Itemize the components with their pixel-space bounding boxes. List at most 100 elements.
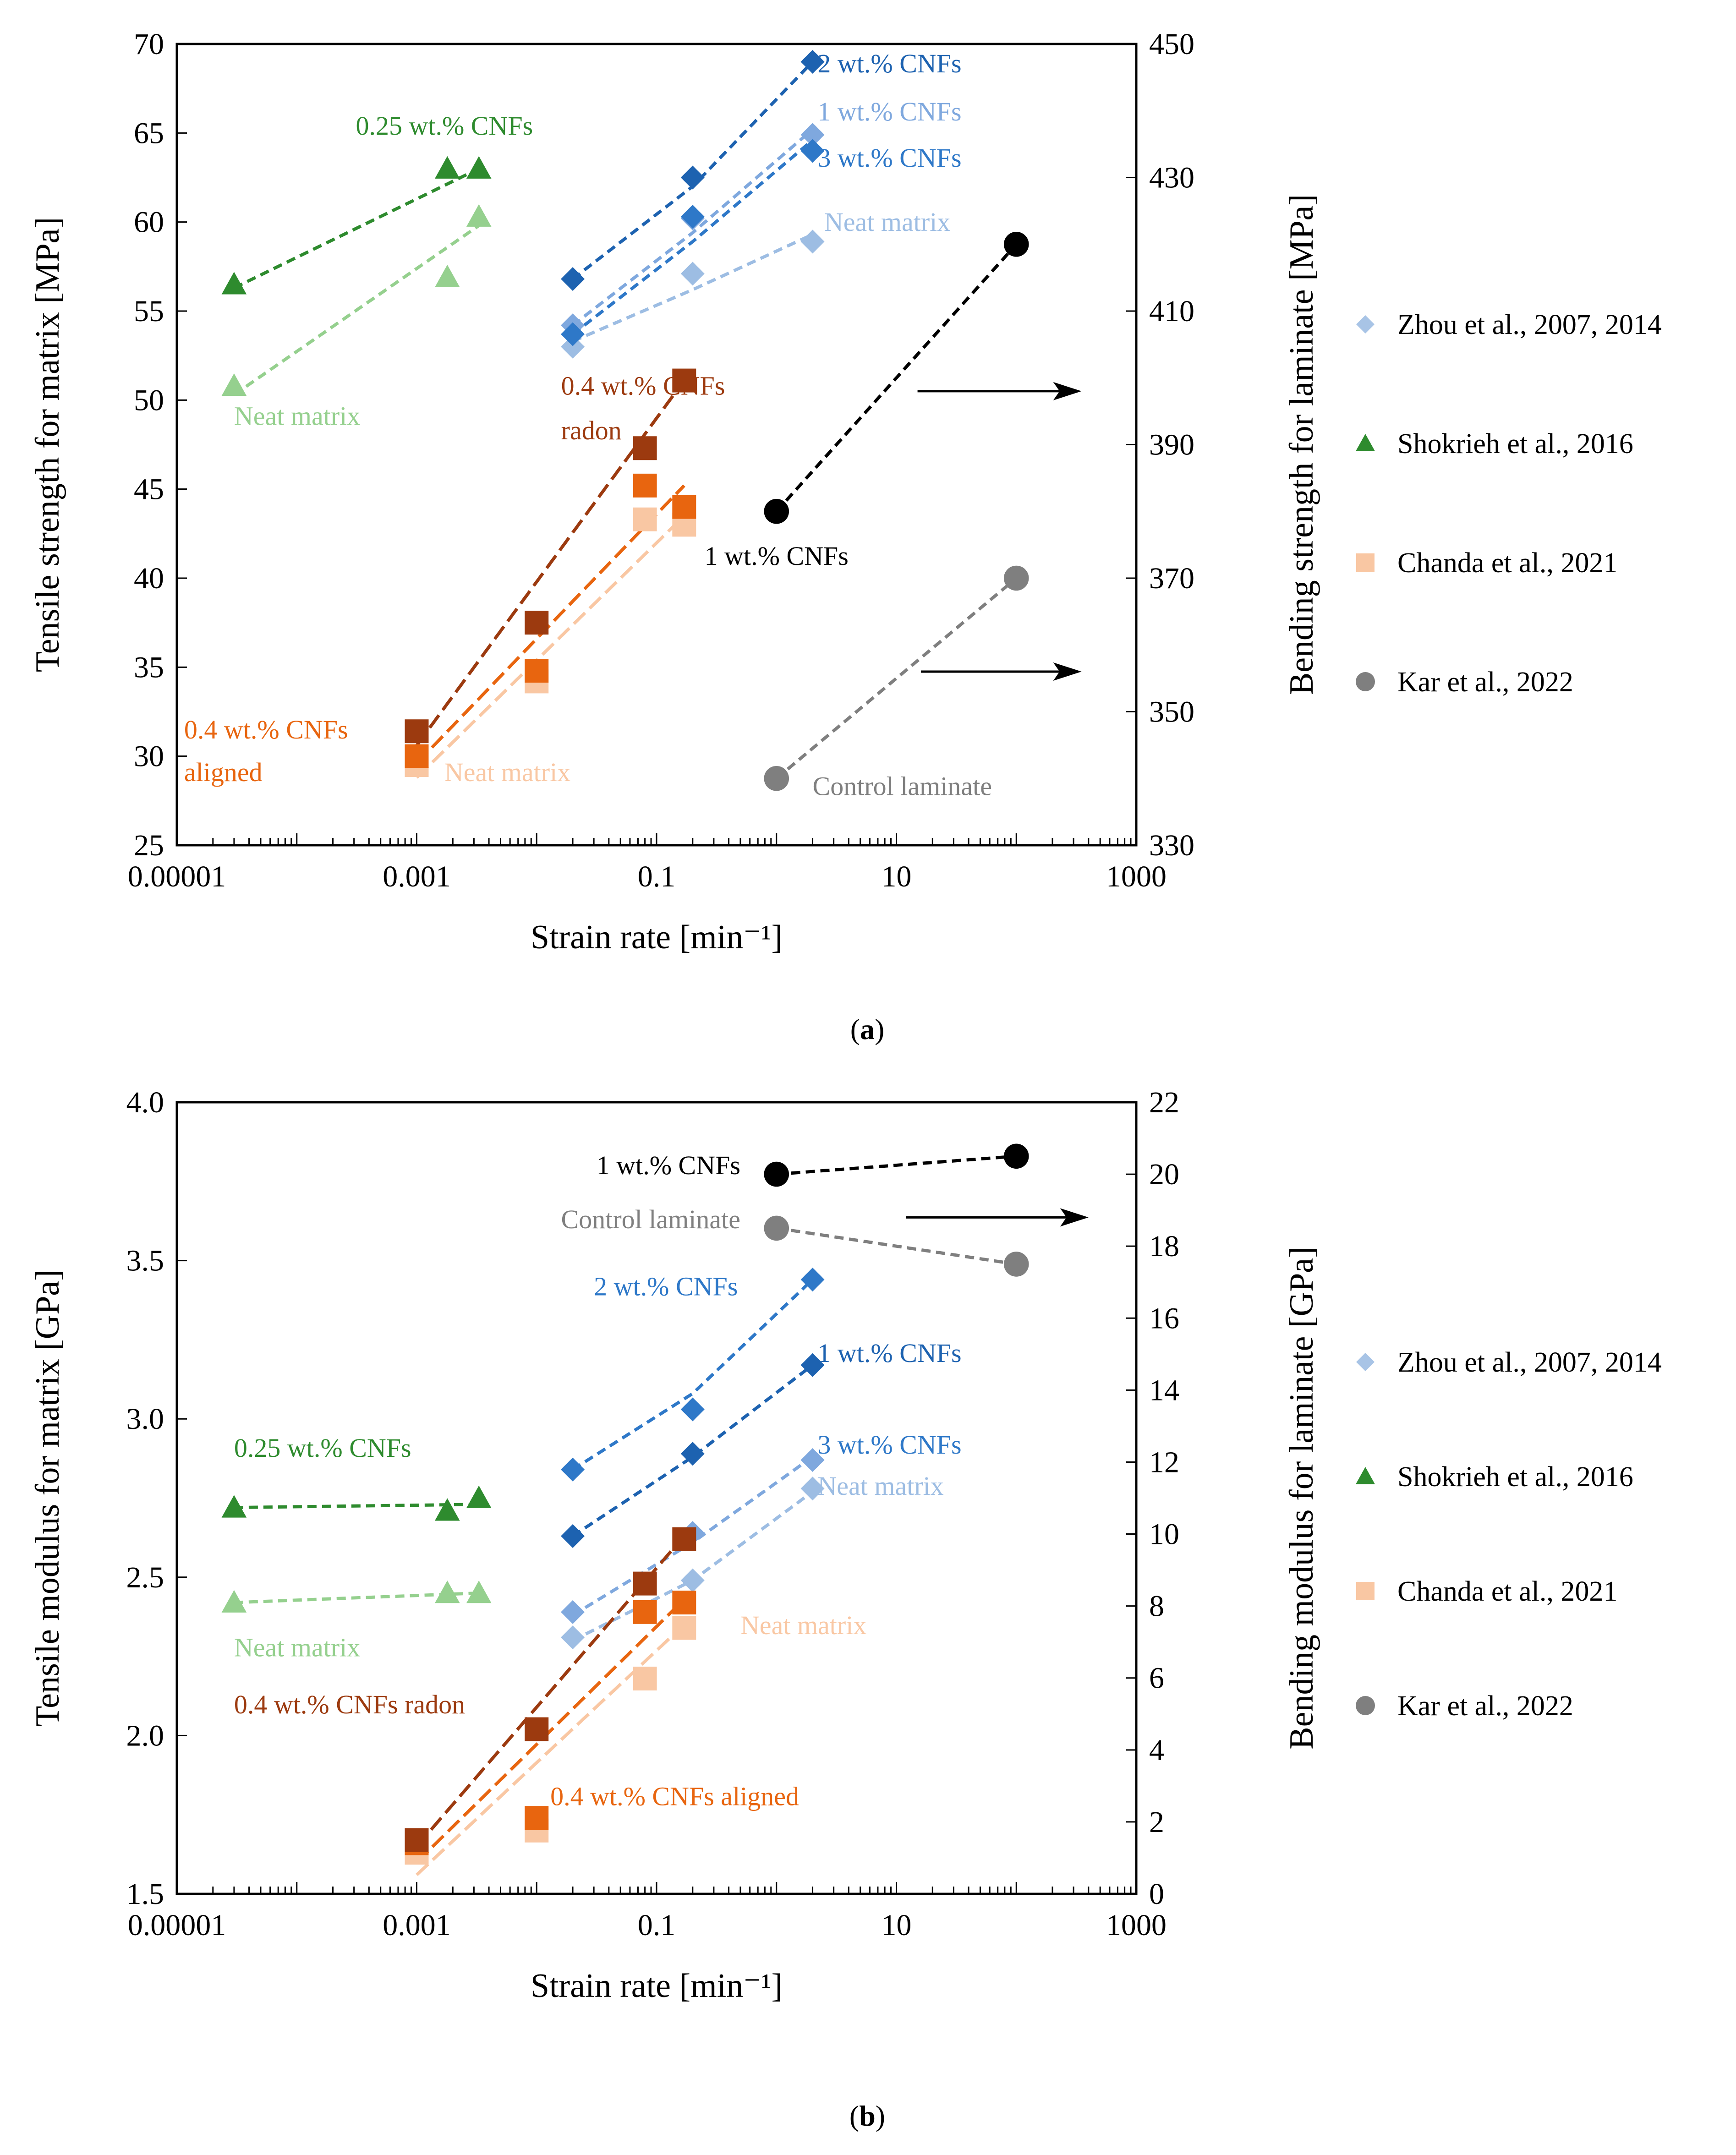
y-left-axis-label: Tensile modulus for matrix [GPa] [29, 1269, 66, 1727]
data-point [633, 507, 657, 531]
series-annotation: 0.25 wt.% CNFs [356, 111, 533, 141]
data-point [800, 1477, 825, 1501]
y-right-tick-label: 10 [1149, 1518, 1179, 1551]
series-annotation: 0.25 wt.% CNFs [234, 1433, 411, 1463]
data-point [764, 1161, 789, 1187]
legend-marker [1356, 1353, 1375, 1371]
y-right-tick-label: 12 [1149, 1445, 1179, 1479]
trend-line [776, 1154, 1017, 1176]
series-annotation: 2 wt.% CNFs [817, 49, 961, 78]
trend-line [416, 1623, 685, 1876]
y-right-axis-label: Bending strength for laminate [MPa] [1283, 194, 1320, 695]
data-point [680, 165, 705, 190]
legend-label: Kar et al., 2022 [1397, 1690, 1573, 1722]
y-left-tick-label: 50 [134, 383, 164, 417]
data-point [405, 1828, 429, 1852]
legend-marker [1356, 672, 1375, 691]
x-tick-label: 0.1 [638, 1909, 676, 1942]
y-right-tick-label: 16 [1149, 1302, 1179, 1335]
trend-line [415, 484, 685, 765]
legend-label: Zhou et al., 2007, 2014 [1397, 1347, 1662, 1378]
trend-line [571, 139, 814, 336]
legend-label: Kar et al., 2022 [1397, 667, 1573, 698]
data-point [1003, 1252, 1029, 1277]
y-right-tick-label: 410 [1149, 295, 1194, 328]
series-annotation: 1 wt.% CNFs [705, 541, 849, 571]
x-tick-label: 0.00001 [128, 860, 226, 893]
data-point [435, 156, 460, 179]
y-left-tick-label: 30 [134, 740, 164, 773]
trend-line [233, 224, 480, 396]
data-point [221, 373, 247, 396]
data-point [405, 719, 429, 744]
legend-marker [1356, 1467, 1375, 1484]
y-right-tick-label: 20 [1149, 1158, 1179, 1191]
y-left-axis-label: Tensile strength for matrix [MPa] [29, 217, 66, 673]
data-point [561, 1524, 585, 1548]
data-point [680, 205, 705, 229]
series-annotation: aligned [184, 757, 263, 787]
x-tick-label: 1000 [1106, 860, 1166, 893]
data-point [435, 1581, 460, 1603]
x-tick-label: 10 [882, 1909, 912, 1942]
y-left-tick-label: 65 [134, 116, 164, 150]
arrow-head-icon [1060, 1208, 1089, 1227]
y-right-tick-label: 6 [1149, 1662, 1164, 1695]
arrow-head-icon [1053, 662, 1082, 681]
y-left-tick-label: 60 [134, 206, 164, 239]
data-point [525, 611, 549, 635]
data-point [435, 1498, 460, 1521]
trend-line [571, 128, 814, 327]
caption-b: (b) [849, 2100, 885, 2132]
data-point [680, 262, 705, 286]
series-annotation: 0.4 wt.% CNFs [561, 371, 725, 401]
data-point [1003, 231, 1029, 257]
series-annotation: Neat matrix [234, 401, 360, 431]
data-point [800, 1268, 825, 1292]
trend-line [234, 1503, 479, 1510]
y-left-tick-label: 55 [134, 295, 164, 328]
y-right-tick-label: 330 [1149, 829, 1194, 862]
data-point [525, 1806, 549, 1830]
chart-b: 0.00001 0.001 0.1 10 1000 1.5 2.0 2.5 3.0 3.5 4.0 0… [29, 1086, 1662, 2005]
series-annotation: 3 wt.% CNFs [817, 1430, 961, 1460]
series-annotation: 0.4 wt.% CNFs aligned [550, 1781, 799, 1811]
y-right-tick-label: 370 [1149, 562, 1194, 595]
series-annotation: Neat matrix [444, 757, 570, 787]
data-point [435, 264, 460, 287]
data-point [221, 1590, 247, 1613]
data-point [561, 1600, 585, 1624]
data-point [800, 123, 825, 147]
data-point [680, 1568, 705, 1592]
trend-line [234, 1591, 479, 1604]
y-left-tick-label: 25 [134, 829, 164, 862]
legend-label: Zhou et al., 2007, 2014 [1397, 309, 1662, 340]
y-left-tick-label: 40 [134, 562, 164, 595]
data-point [525, 659, 549, 683]
series-annotation: Neat matrix [740, 1610, 866, 1640]
series-annotation: Neat matrix [817, 1471, 943, 1501]
legend-marker [1356, 434, 1375, 451]
y-right-tick-label: 350 [1149, 695, 1194, 729]
y-right-tick-label: 8 [1149, 1590, 1164, 1623]
data-point [633, 473, 657, 498]
y-left-tick-label: 4.0 [126, 1086, 164, 1119]
data-point [672, 1527, 696, 1551]
legend-label: Shokrieh et al., 2016 [1397, 428, 1633, 459]
legend-label: Chanda et al., 2021 [1397, 547, 1617, 579]
trend-line [775, 577, 1018, 780]
y-left-tick-label: 35 [134, 651, 164, 684]
data-point [561, 1457, 585, 1482]
data-point [1003, 565, 1029, 591]
y-right-axis-label: Bending modulus for laminate [GPa] [1283, 1247, 1320, 1749]
series-annotation: 1 wt.% CNFs [597, 1150, 740, 1180]
x-tick-label: 0.001 [383, 1909, 451, 1942]
y-left-tick-label: 70 [134, 27, 164, 61]
y-left-tick-label: 1.5 [126, 1877, 164, 1911]
trend-line [416, 514, 685, 779]
x-tick-label: 0.001 [383, 860, 451, 893]
x-axis-label: Strain rate [min⁻¹] [531, 1967, 783, 2005]
data-point [561, 1625, 585, 1650]
data-point [525, 1717, 549, 1741]
y-right-tick-label: 390 [1149, 428, 1194, 462]
